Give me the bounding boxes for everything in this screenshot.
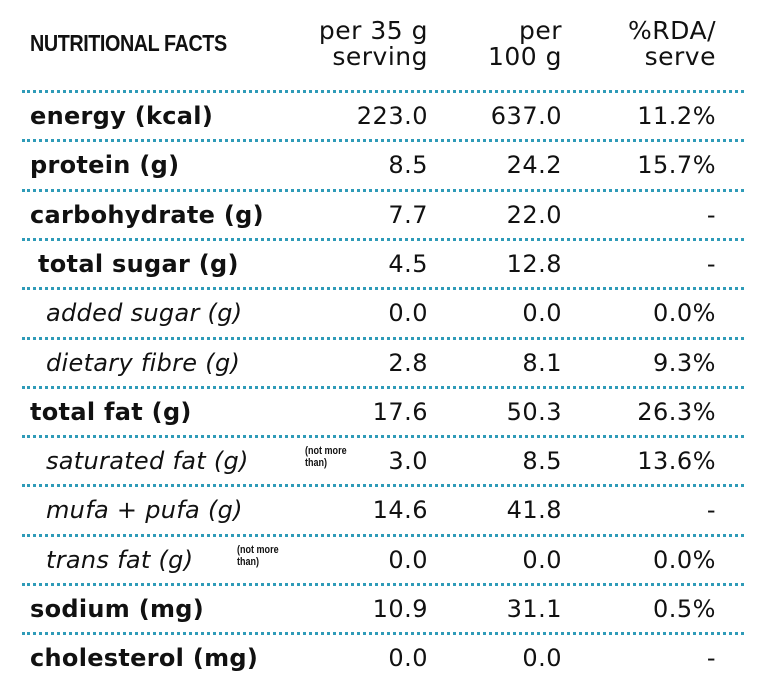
per-100g-value: 0.0 <box>522 299 562 328</box>
per-serving-value: 223.0 <box>356 102 428 130</box>
column-header-line2: serve <box>644 42 716 71</box>
column-header-line1: %RDA/ <box>628 16 716 45</box>
per-100g-value: 8.5 <box>522 447 562 476</box>
nutrient-note-line2: than) <box>305 457 328 470</box>
dotted-divider <box>22 435 744 439</box>
nutrient-label: total fat (g) <box>30 397 192 426</box>
per-100g-value: 12.8 <box>506 249 562 278</box>
dotted-divider <box>22 632 744 636</box>
table-header: NUTRITIONAL FACTS per 35 g serving per 1… <box>0 0 766 90</box>
dotted-divider <box>22 385 744 389</box>
nutrient-label: sodium (mg) <box>30 595 205 623</box>
per-serving-value: 0.0 <box>388 644 428 673</box>
rda-value: 9.3% <box>653 348 716 377</box>
per-serving-value: 17.6 <box>372 397 428 426</box>
dotted-divider <box>22 484 744 488</box>
nutrient-label: carbohydrate (g) <box>30 200 264 229</box>
table-row: mufa + pufa (g) 14.6 41.8 - <box>0 486 766 535</box>
column-header-per-100g: per 100 g <box>488 18 562 70</box>
nutrient-label: saturated fat (g) <box>46 447 249 476</box>
nutrient-note: (not more than) <box>305 445 347 469</box>
per-serving-value: 4.5 <box>388 249 428 278</box>
per-100g-value: 0.0 <box>522 644 562 673</box>
nutrient-label: trans fat (g) <box>46 545 194 574</box>
rda-value: 26.3% <box>637 397 716 426</box>
table-row: carbohydrate (g) 7.7 22.0 - <box>0 191 766 240</box>
nutrient-label: cholesterol (mg) <box>30 644 259 673</box>
rda-value: 0.0% <box>653 299 716 328</box>
rda-value: - <box>706 200 716 229</box>
table-row: protein (g) 8.5 24.2 15.7% <box>0 141 766 190</box>
nutrient-label: protein (g) <box>30 151 180 180</box>
column-header-line1: per 35 g <box>318 16 428 45</box>
table-row: added sugar (g) 0.0 0.0 0.0% <box>0 289 766 338</box>
nutrient-note-line1: (not more <box>237 543 279 556</box>
per-serving-value: 14.6 <box>372 496 428 525</box>
per-serving-value: 2.8 <box>388 348 428 377</box>
per-100g-value: 41.8 <box>506 496 562 525</box>
rda-value: 0.5% <box>653 595 716 623</box>
table-row: energy (kcal) 223.0 637.0 11.2% <box>0 92 766 141</box>
dotted-divider <box>22 188 744 192</box>
table-title: NUTRITIONAL FACTS <box>30 30 227 56</box>
column-header-line1: per <box>518 16 562 45</box>
table-row: saturated fat (g) (not more than) 3.0 8.5 13.… <box>0 437 766 486</box>
per-100g-value: 637.0 <box>490 102 562 130</box>
table-row: total fat (g) 17.6 50.3 26.3% <box>0 388 766 437</box>
table-row: dietary fibre (g) 2.8 8.1 9.3% <box>0 339 766 388</box>
per-100g-value: 31.1 <box>506 595 562 623</box>
dotted-divider <box>22 533 744 537</box>
rda-value: - <box>706 496 716 525</box>
table-row: trans fat (g) (not more than) 0.0 0.0 0.0% <box>0 536 766 585</box>
dotted-divider <box>22 287 744 291</box>
per-serving-value: 7.7 <box>388 200 428 229</box>
per-100g-value: 50.3 <box>506 397 562 426</box>
nutrient-note: (not more than) <box>237 544 279 568</box>
per-100g-value: 0.0 <box>522 545 562 574</box>
nutrient-label: total sugar (g) <box>38 249 239 278</box>
nutrient-label: mufa + pufa (g) <box>46 496 243 525</box>
nutrient-label: energy (kcal) <box>30 102 214 130</box>
dotted-divider <box>22 336 744 340</box>
column-header-line2: 100 g <box>487 42 562 71</box>
rda-value: 15.7% <box>637 151 716 180</box>
per-100g-value: 8.1 <box>522 348 562 377</box>
column-header-per-serving: per 35 g serving <box>319 18 428 70</box>
nutrient-note-line2: than) <box>237 555 260 568</box>
per-serving-value: 3.0 <box>388 447 428 476</box>
rda-value: 13.6% <box>637 447 716 476</box>
per-serving-value: 10.9 <box>372 595 428 623</box>
dotted-divider <box>22 139 744 143</box>
column-header-rda: %RDA/ serve <box>628 18 716 70</box>
dotted-divider <box>22 583 744 586</box>
nutrient-label: added sugar (g) <box>46 299 243 328</box>
rda-value: - <box>706 644 716 673</box>
per-serving-value: 0.0 <box>388 299 428 328</box>
rda-value: 11.2% <box>637 102 716 130</box>
rda-value: 0.0% <box>653 545 716 574</box>
dotted-divider <box>22 237 744 241</box>
per-100g-value: 24.2 <box>506 151 562 180</box>
nutrient-label: dietary fibre (g) <box>46 348 241 377</box>
per-serving-value: 0.0 <box>388 545 428 574</box>
table-row: total sugar (g) 4.5 12.8 - <box>0 240 766 289</box>
table-row: sodium (mg) 10.9 31.1 0.5% <box>0 585 766 634</box>
dotted-divider <box>22 90 744 93</box>
per-serving-value: 8.5 <box>388 151 428 180</box>
per-100g-value: 22.0 <box>506 200 562 229</box>
table-row: cholesterol (mg) 0.0 0.0 - <box>0 634 766 683</box>
nutrient-note-line1: (not more <box>305 445 347 458</box>
column-header-line2: serving <box>332 42 428 71</box>
rda-value: - <box>706 249 716 278</box>
